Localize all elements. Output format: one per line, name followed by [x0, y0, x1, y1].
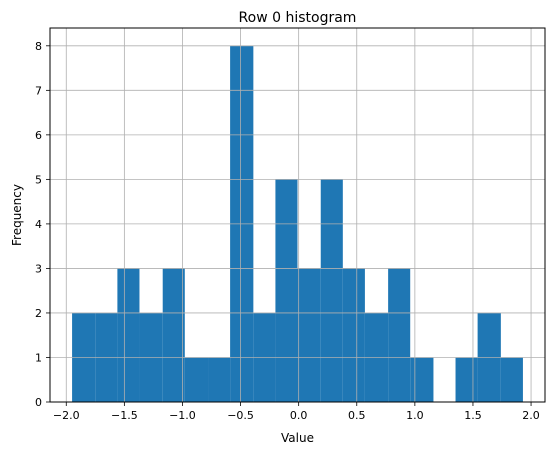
y-tick-label: 4: [35, 218, 42, 231]
y-tick-label: 0: [35, 396, 42, 409]
x-tick-label: 2.0: [522, 409, 540, 422]
y-tick-label: 7: [35, 84, 42, 97]
ticks-layer: −2.0 −1.5 −1.0 −0.5 0.0 0.5 1.0 1.5 2.0 0 1 2 3 4 5 6 7 8: [35, 40, 540, 422]
y-tick-label: 3: [35, 262, 42, 275]
x-tick-label: −1.0: [169, 409, 196, 422]
x-tick-label: 1.5: [464, 409, 482, 422]
plot-frame: [49, 27, 546, 403]
histogram-bar: [162, 268, 185, 402]
histogram-bar: [320, 179, 343, 402]
histogram-bar: [455, 357, 478, 402]
x-tick-label: −0.5: [227, 409, 254, 422]
histogram-bar: [410, 357, 434, 402]
x-tick-label: 1.0: [406, 409, 424, 422]
x-tick-label: 0.5: [348, 409, 366, 422]
x-tick-label: −2.0: [53, 409, 80, 422]
y-tick-label: 5: [35, 173, 42, 186]
histogram-bar: [500, 357, 523, 402]
histogram-bar: [297, 268, 321, 402]
y-tick-label: 2: [35, 307, 42, 320]
histogram-bar: [275, 179, 298, 402]
y-axis-label: Frequency: [10, 184, 24, 246]
histogram-bar: [117, 268, 140, 402]
x-tick-label: −1.5: [111, 409, 138, 422]
histogram-bar: [342, 268, 365, 402]
y-tick-label: 1: [35, 351, 42, 364]
y-tick-label: 6: [35, 129, 42, 142]
y-tick-label: 8: [35, 40, 42, 53]
histogram-bar: [388, 268, 411, 402]
x-axis-label: Value: [281, 431, 314, 445]
histogram-bar: [208, 357, 231, 402]
chart-title: Row 0 histogram: [239, 10, 357, 26]
x-tick-label: 0.0: [290, 409, 308, 422]
histogram-bar: [184, 357, 209, 402]
